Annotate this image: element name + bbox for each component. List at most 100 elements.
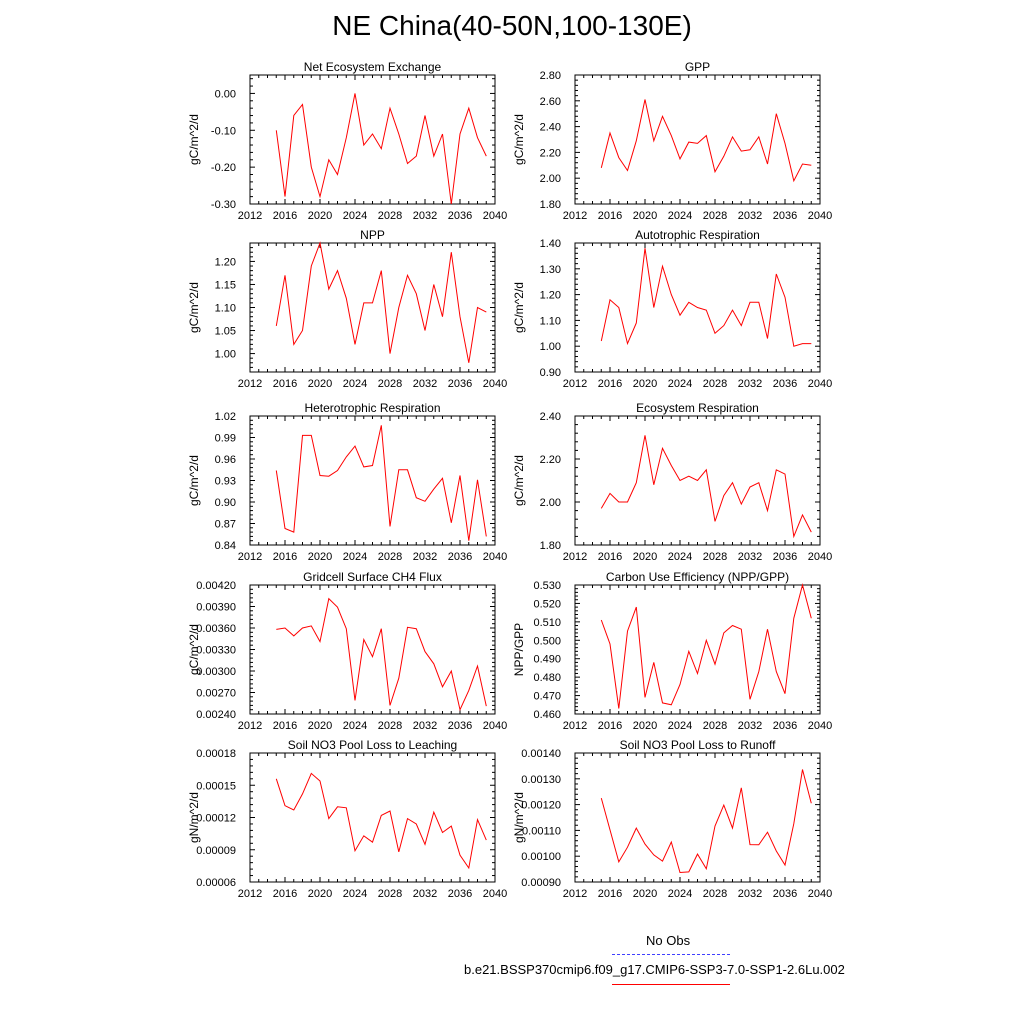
panel-10-y-axis-label: gN/m^2/d (512, 792, 526, 843)
panel-3-plot-frame (249, 242, 496, 373)
panel-4-series-line (600, 248, 812, 347)
panel-2-plot-frame (574, 74, 821, 205)
legend-model-label: b.e21.BSSP370cmip6.f09_g17.CMIP6-SSP3-7.… (464, 962, 845, 977)
panel-9-x-tick-label: 2032 (413, 888, 437, 900)
panel-3-y-axis-label: gC/m^2/d (187, 282, 201, 333)
panel-6-x-tick-label: 2024 (668, 551, 692, 563)
panel-9-y-tick-label: 0.00009 (196, 845, 236, 857)
panel-10-y-tick-label: 0.00110 (522, 825, 561, 837)
panel-8-y-tick-label: 0.460 (533, 709, 561, 721)
panel-5-x-tick-label: 2032 (413, 551, 437, 563)
panel-7-title: Gridcell Surface CH4 Flux (303, 570, 442, 584)
panel-10-y-tick-label: 0.00120 (521, 800, 561, 812)
panel-7-series-line (276, 597, 487, 712)
panel-2-x-tick-label: 2028 (703, 210, 727, 222)
panel-3-x-tick-label: 2028 (378, 378, 402, 390)
panel-7-x-tick-label: 2024 (343, 720, 367, 732)
panel-1-x-tick-label: 2040 (483, 210, 507, 222)
panel-6-series-line (600, 435, 812, 539)
panel-7-x-tick-label: 2040 (483, 720, 507, 732)
panel-8-x-tick-label: 2012 (563, 720, 587, 732)
panel-5-y-tick-label: 0.93 (215, 476, 236, 488)
panel-4-x-tick-label: 2024 (668, 378, 692, 390)
panel-3-y-tick-label: 1.10 (215, 303, 236, 315)
panel-9-series-line (275, 772, 487, 870)
panel-3-x-tick-label: 2016 (273, 378, 297, 390)
panel-7-y-tick-label: 0.00300 (196, 666, 236, 678)
panel-2-y-tick-label: 2.40 (540, 122, 561, 134)
panel-8-y-tick-label: 0.500 (533, 635, 561, 647)
panel-10-y-tick-label: 0.00090 (521, 877, 561, 889)
legend-model-line (612, 984, 730, 985)
panel-8-x-tick-label: 2024 (668, 720, 692, 732)
panel-9-plot-frame (249, 752, 496, 883)
panel-1-y-axis-label: gC/m^2/d (187, 114, 201, 165)
panel-8-y-axis-label: NPP/GPP (512, 623, 526, 676)
panel-6-x-tick-label: 2012 (563, 551, 587, 563)
panel-4-x-tick-label: 2032 (738, 378, 762, 390)
panel-10-series-line (600, 769, 812, 874)
panel-7-x-tick-label: 2012 (238, 720, 262, 732)
panel-8-y-tick-label: 0.480 (533, 672, 561, 684)
page-title: NE China(40-50N,100-130E) (332, 10, 692, 41)
panel-4-x-tick-label: 2012 (563, 378, 587, 390)
panel-9-y-tick-label: 0.00015 (196, 780, 236, 792)
panel-4-y-tick-label: 1.00 (540, 341, 561, 353)
panel-8-y-tick-label: 0.530 (533, 580, 561, 592)
panel-2-x-tick-label: 2024 (668, 210, 692, 222)
panel-5-x-tick-label: 2036 (448, 551, 472, 563)
panel-6-x-tick-label: 2040 (808, 551, 832, 563)
panel-5-title: Heterotrophic Respiration (304, 401, 440, 415)
panel-9-y-tick-label: 0.00006 (196, 877, 236, 889)
panel-6-x-tick-label: 2032 (738, 551, 762, 563)
panel-7-x-tick-label: 2036 (448, 720, 472, 732)
panel-1-title: Net Ecosystem Exchange (304, 60, 442, 74)
panel-1-x-tick-label: 2024 (343, 210, 367, 222)
panel-7-y-tick-label: 0.00360 (196, 623, 236, 635)
panel-7-x-tick-label: 2020 (308, 720, 332, 732)
panel-2-x-tick-label: 2036 (773, 210, 797, 222)
panel-3-series-line (275, 241, 487, 363)
panel-10-x-tick-label: 2012 (563, 888, 587, 900)
panel-10-x-tick-label: 2016 (598, 888, 622, 900)
panel-8-y-tick-label: 0.470 (533, 691, 561, 703)
panel-9-title: Soil NO3 Pool Loss to Leaching (288, 738, 457, 752)
panel-4-y-axis-label: gC/m^2/d (512, 282, 526, 333)
panel-8-x-tick-label: 2016 (598, 720, 622, 732)
panel-1-y-tick-label: -0.30 (211, 199, 236, 211)
panel-8-title: Carbon Use Efficiency (NPP/GPP) (606, 570, 789, 584)
panel-6-x-tick-label: 2020 (633, 551, 657, 563)
panel-5-y-axis-label: gC/m^2/d (187, 455, 201, 506)
panel-3-title: NPP (360, 228, 385, 242)
panel-5-plot-frame (249, 415, 496, 546)
panel-2-y-axis-label: gC/m^2/d (512, 114, 526, 165)
panel-4-x-tick-label: 2040 (808, 378, 832, 390)
panel-9-y-tick-label: 0.00018 (196, 748, 236, 760)
panel-6-x-tick-label: 2028 (703, 551, 727, 563)
panel-6-y-tick-label: 1.80 (540, 540, 561, 552)
panel-1-y-tick-label: -0.20 (211, 162, 236, 174)
panel-7-y-tick-label: 0.00330 (196, 645, 236, 657)
panel-3-x-tick-label: 2036 (448, 378, 472, 390)
panel-10-x-tick-label: 2024 (668, 888, 692, 900)
panel-2-y-tick-label: 2.60 (540, 96, 561, 108)
panel-5-x-tick-label: 2040 (483, 551, 507, 563)
panel-10-x-tick-label: 2020 (633, 888, 657, 900)
panel-4-y-tick-label: 1.20 (540, 290, 561, 302)
panel-5-series-line (275, 425, 487, 541)
panel-4-x-tick-label: 2020 (633, 378, 657, 390)
panel-8-x-tick-label: 2028 (703, 720, 727, 732)
panel-5-x-tick-label: 2020 (308, 551, 332, 563)
panel-5-y-tick-label: 1.02 (215, 411, 236, 423)
panel-1-series-line (275, 93, 487, 205)
panel-2-y-tick-label: 2.20 (540, 147, 561, 159)
panel-10-x-tick-label: 2028 (703, 888, 727, 900)
panel-8-x-tick-label: 2036 (773, 720, 797, 732)
panel-2-series-line (600, 99, 812, 183)
panel-2-x-tick-label: 2020 (633, 210, 657, 222)
panel-3-y-tick-label: 1.05 (215, 326, 236, 338)
panel-10-y-tick-label: 0.00100 (521, 851, 561, 863)
panel-2-x-tick-label: 2040 (808, 210, 832, 222)
panel-7-y-tick-label: 0.00270 (196, 688, 236, 700)
